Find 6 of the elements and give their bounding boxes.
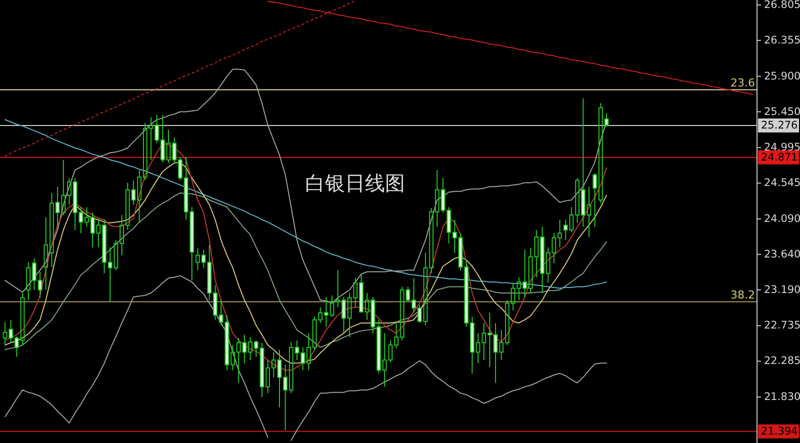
ref-line-label: 25.276 (761, 119, 798, 132)
annotation: 23.6 (730, 76, 755, 90)
ref-line-label: 24.871 (761, 151, 798, 164)
ref-line-label: 21.394 (761, 425, 798, 438)
annotation: 38.2 (730, 288, 755, 302)
title: 白银日线图 (305, 171, 405, 195)
